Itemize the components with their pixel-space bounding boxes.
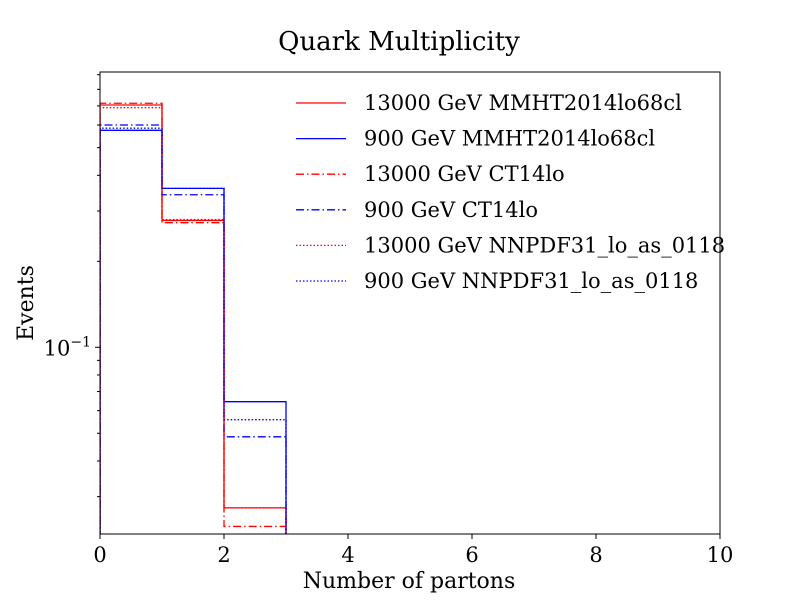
x-tick-label: 2 — [217, 543, 230, 567]
x-tick-label: 4 — [341, 543, 354, 567]
chart-title: Quark Multiplicity — [278, 27, 520, 57]
series-line-13000-gev-ct14lo — [100, 102, 287, 534]
legend-label: 900 GeV MMHT2014lo68cl — [364, 127, 655, 151]
y-axis-label: Events — [14, 265, 39, 341]
x-tick-label: 6 — [465, 543, 478, 567]
legend-label: 900 GeV CT14lo — [364, 198, 538, 222]
series-line-900-gev-nnpdf31-lo-as-0118 — [100, 127, 287, 534]
x-tick-label: 0 — [93, 543, 106, 567]
legend: 13000 GeV MMHT2014lo68cl 900 GeV MMHT2014… — [296, 91, 725, 293]
legend-label: 900 GeV NNPDF31_lo_as_0118 — [364, 269, 698, 293]
x-tick-label: 8 — [589, 543, 602, 567]
legend-label: 13000 GeV NNPDF31_lo_as_0118 — [364, 233, 725, 257]
y-tick-label: 10−1 — [44, 334, 91, 360]
x-axis-label: Number of partons — [303, 569, 516, 594]
series-line-13000-gev-nnpdf31-lo-as-0118 — [100, 107, 287, 534]
legend-label: 13000 GeV CT14lo — [364, 162, 565, 186]
x-tick-label: 10 — [707, 543, 734, 567]
plot-frame — [99, 71, 721, 535]
series-line-900-gev-ct14lo — [100, 124, 287, 534]
axis-ticks: 0 2 4 6 8 10 10−1 — [44, 74, 734, 567]
series-line-900-gev-mmht2014lo68cl — [100, 129, 287, 534]
legend-label: 13000 GeV MMHT2014lo68cl — [364, 91, 682, 115]
series-line-13000-gev-mmht2014lo68cl — [100, 104, 287, 534]
series-layer — [100, 102, 287, 534]
